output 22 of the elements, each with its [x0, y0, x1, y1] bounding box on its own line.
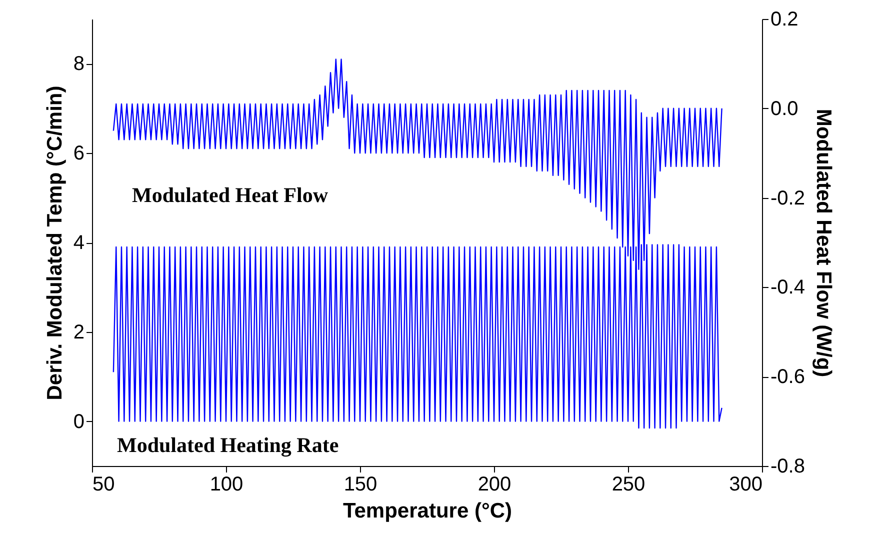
y-tick-label: 0 [73, 410, 84, 433]
y2-axis-title: Modulated Heat Flow (W/g) [812, 108, 835, 378]
y-tick-label: 6 [73, 142, 84, 165]
x-tick-label: 250 [612, 474, 646, 496]
y-axis-title: Deriv. Modulated Temp (°C/min) [43, 86, 66, 400]
y-tick-label: 8 [73, 53, 84, 76]
x-tick-label: 100 [210, 474, 244, 496]
x-axis-title: Temperature (°C) [342, 500, 512, 522]
y2-tick-label: -0.4 [770, 276, 805, 299]
y2-tick-label: -0.2 [770, 187, 805, 210]
series-label: Modulated Heat Flow [132, 183, 329, 207]
y2-tick-label: 0.2 [770, 8, 798, 30]
x-tick-label: 300 [729, 474, 762, 496]
x-tick-label: 150 [344, 474, 378, 496]
y2-tick-label: -0.6 [770, 366, 805, 388]
y2-tick-label: 0.0 [770, 98, 798, 120]
y2-tick-label: -0.8 [770, 456, 805, 478]
y-tick-label: 2 [73, 321, 84, 344]
x-tick-label: 200 [478, 474, 512, 496]
x-tick-label: 50 [92, 474, 115, 496]
series-label: Modulated Heating Rate [117, 433, 339, 457]
y-tick-label: 4 [73, 232, 84, 254]
